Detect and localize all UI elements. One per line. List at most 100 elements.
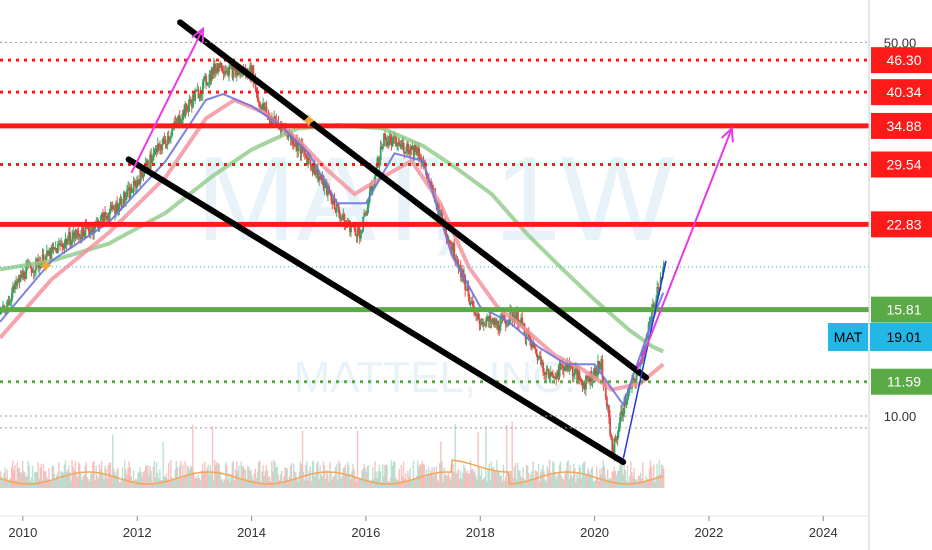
volume-bar [602, 460, 605, 488]
volume-bar [257, 461, 260, 488]
candle-body [75, 230, 78, 236]
candle-body [541, 362, 543, 365]
candle-body [236, 70, 238, 76]
volume-bar [447, 472, 450, 488]
volume-bar [426, 476, 429, 488]
candle-body [307, 158, 310, 165]
candle-body [18, 277, 21, 282]
candle-body [299, 142, 302, 154]
volume-bar [631, 472, 633, 488]
candle-body [263, 103, 266, 111]
volume-bar [455, 473, 457, 488]
volume-bar [307, 480, 309, 488]
volume-bar [156, 472, 159, 488]
candle-body [60, 243, 63, 246]
candle-body [358, 230, 361, 239]
volume-bar [431, 467, 433, 488]
volume-bar [603, 466, 606, 488]
volume-bar [183, 476, 185, 488]
volume-bar [470, 469, 473, 488]
volume-bar [452, 464, 454, 488]
candle-body [468, 296, 471, 305]
volume-bar [190, 466, 193, 488]
volume-bar [421, 460, 423, 488]
volume-bar [385, 464, 387, 488]
candle-body [227, 70, 230, 76]
volume-bar [250, 469, 252, 488]
volume-bar [252, 479, 254, 488]
volume-bar [379, 471, 382, 488]
volume-bar [236, 461, 238, 488]
volume-bar [514, 462, 517, 488]
candle-body [218, 63, 221, 68]
volume-bar [142, 471, 145, 488]
volume-bar [589, 474, 591, 488]
candle-body [165, 144, 168, 146]
candle-body [250, 66, 253, 79]
volume-bar [253, 473, 255, 488]
volume-bar [526, 465, 529, 488]
candle-body [416, 151, 418, 155]
volume-bar [647, 479, 650, 488]
candle-body [54, 248, 57, 250]
ticker-badge[interactable]: MAT 19.01 [828, 323, 932, 351]
breakout-line[interactable] [622, 260, 667, 460]
candle-body [472, 300, 474, 306]
candle-body [145, 160, 148, 164]
candle-body [124, 192, 126, 201]
volume-bar [83, 474, 85, 488]
time-axis[interactable]: 2010 2012 2014 2016 2018 2020 2022 2024 [8, 516, 838, 540]
candle-body [132, 181, 135, 193]
volume-bar [591, 466, 594, 488]
volume-bar [624, 470, 626, 488]
volume-bar [175, 461, 178, 488]
projection-arrow-past[interactable] [130, 26, 204, 174]
candle-body [408, 151, 411, 154]
volume-bar [450, 479, 452, 488]
price-axis[interactable]: 50.00 10.00 [0, 35, 917, 429]
candle-body [560, 364, 563, 366]
volume-bar [478, 466, 480, 488]
volume-bar [140, 471, 142, 488]
volume-bar [160, 479, 162, 488]
candle-body [373, 183, 376, 188]
volume-bar [249, 470, 251, 488]
candle-body [567, 368, 570, 371]
arrow-shaft [130, 28, 204, 174]
volume-bar [491, 467, 494, 488]
projection-arrow-target[interactable] [636, 126, 734, 371]
lower-wedge-line[interactable] [125, 156, 627, 466]
volume-bar [98, 464, 101, 488]
upper-wedge-line[interactable] [177, 19, 650, 381]
volume-bar [489, 479, 491, 488]
price-levels [0, 58, 869, 384]
volume-bar [92, 462, 94, 488]
volume-bar [557, 473, 560, 488]
volume-bar [652, 478, 654, 488]
volume-histogram [0, 421, 665, 488]
candle-body [114, 209, 116, 214]
volume-bar [294, 471, 296, 488]
volume-bar [220, 479, 223, 488]
volume-bar [64, 460, 67, 488]
candle-body [76, 230, 79, 234]
volume-bar [62, 472, 64, 488]
volume-bar [389, 477, 392, 488]
candle-body [431, 184, 434, 188]
volume-bar [432, 476, 434, 488]
volume-bar [628, 476, 631, 488]
y-tick-label: 50.00 [884, 35, 917, 50]
candle-body [376, 157, 379, 168]
candle-body [257, 100, 260, 102]
candle-body [387, 141, 390, 145]
volume-bar [392, 461, 395, 488]
candle-body [342, 214, 345, 220]
candle-body [313, 163, 316, 175]
candle-body [654, 304, 657, 310]
candle-body [130, 187, 133, 193]
volume-bar [525, 464, 528, 488]
volume-bar [521, 478, 523, 488]
volume-bar [524, 480, 527, 488]
candle-body [649, 318, 652, 322]
candle-body [177, 115, 180, 119]
